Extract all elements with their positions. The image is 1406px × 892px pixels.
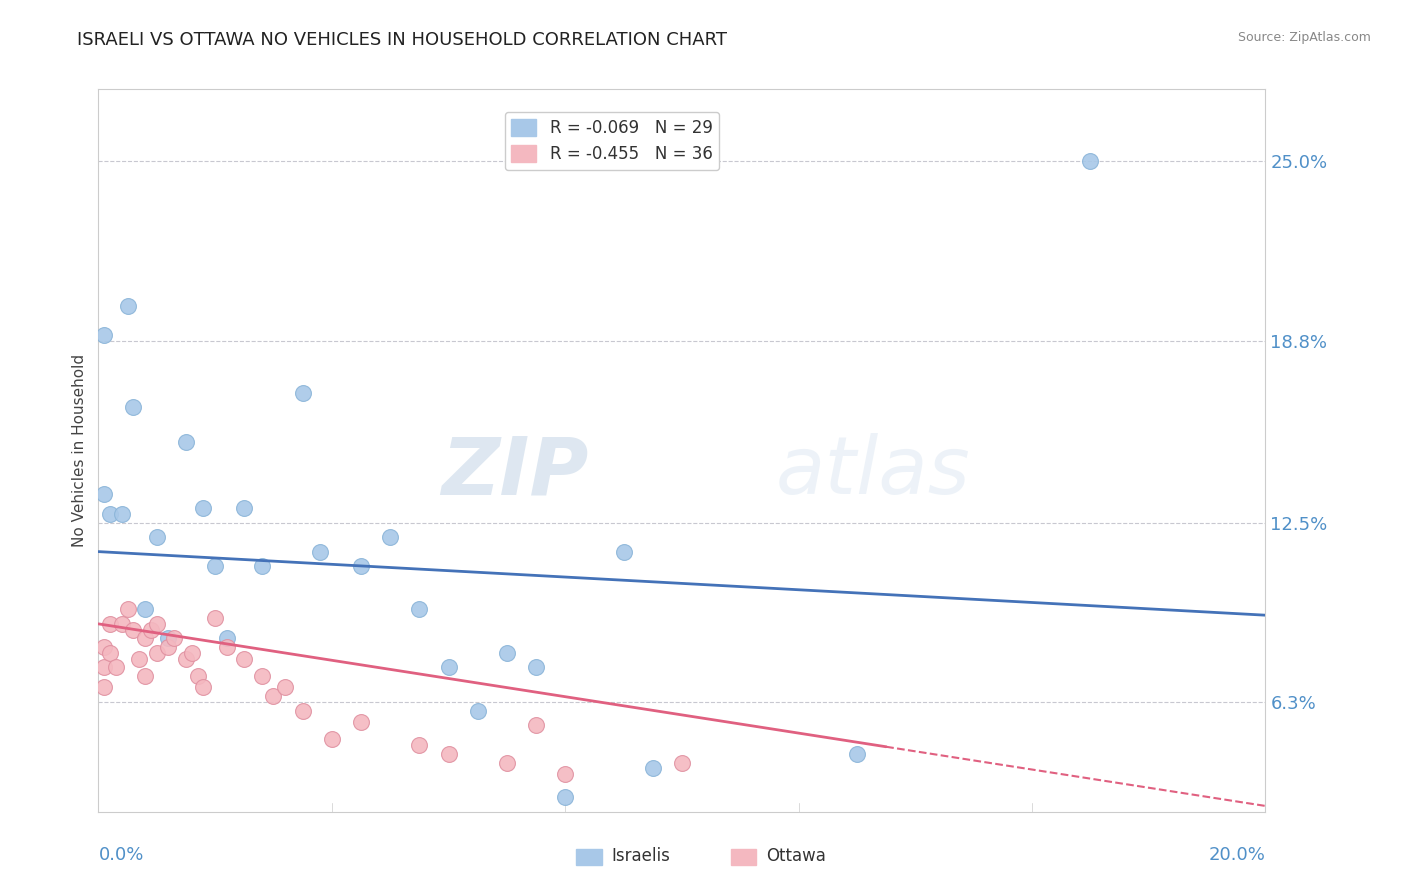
Point: [134, 632, 156, 646]
Point: [157, 640, 180, 654]
Point: [350, 715, 373, 730]
Point: [98, 616, 121, 631]
Point: [1080, 154, 1102, 169]
Text: Israelis: Israelis: [612, 847, 671, 865]
Point: [204, 611, 226, 625]
Point: [262, 689, 284, 703]
Point: [496, 646, 519, 660]
Text: atlas: atlas: [775, 434, 970, 511]
Point: [98, 646, 121, 660]
Text: ISRAELI VS OTTAWA NO VEHICLES IN HOUSEHOLD CORRELATION CHART: ISRAELI VS OTTAWA NO VEHICLES IN HOUSEHO…: [77, 31, 727, 49]
Point: [233, 501, 256, 516]
Point: [117, 299, 139, 313]
Point: [117, 602, 139, 616]
Point: [671, 756, 693, 770]
Point: [554, 767, 576, 781]
Point: [437, 747, 460, 761]
Point: [496, 756, 519, 770]
Point: [134, 602, 156, 616]
Point: [524, 660, 547, 674]
Legend: R = -0.069   N = 29, R = -0.455   N = 36: R = -0.069 N = 29, R = -0.455 N = 36: [505, 112, 718, 170]
Text: 20.0%: 20.0%: [1209, 847, 1265, 864]
Point: [524, 718, 547, 732]
Y-axis label: No Vehicles in Household: No Vehicles in Household: [72, 354, 87, 547]
Point: [93, 660, 115, 674]
Point: [554, 790, 576, 805]
Point: [104, 660, 127, 674]
Point: [146, 530, 169, 544]
Point: [187, 669, 209, 683]
Point: [139, 623, 162, 637]
Point: [122, 400, 145, 414]
Point: [128, 651, 150, 665]
Point: [250, 559, 273, 574]
Point: [215, 632, 238, 646]
Point: [321, 732, 343, 747]
Text: Source: ZipAtlas.com: Source: ZipAtlas.com: [1237, 31, 1371, 45]
Point: [93, 327, 115, 342]
Text: 0.0%: 0.0%: [98, 847, 143, 864]
Point: [291, 385, 314, 400]
Point: [204, 559, 226, 574]
Point: [111, 507, 134, 521]
Point: [93, 487, 115, 501]
Point: [174, 651, 197, 665]
Point: [174, 434, 197, 449]
Point: [146, 616, 169, 631]
Point: [93, 640, 115, 654]
Point: [233, 651, 256, 665]
Point: [193, 681, 215, 695]
Point: [193, 501, 215, 516]
Point: [309, 544, 332, 558]
Point: [274, 681, 297, 695]
Point: [163, 632, 186, 646]
Point: [180, 646, 202, 660]
Point: [846, 747, 869, 761]
Point: [641, 761, 664, 775]
Point: [250, 669, 273, 683]
Point: [408, 602, 430, 616]
Point: [215, 640, 238, 654]
Point: [467, 704, 489, 718]
Point: [612, 544, 634, 558]
Point: [350, 559, 373, 574]
Text: ZIP: ZIP: [441, 434, 589, 511]
Point: [122, 623, 145, 637]
Point: [291, 704, 314, 718]
Point: [146, 646, 169, 660]
Point: [111, 616, 134, 631]
Point: [98, 507, 121, 521]
Point: [437, 660, 460, 674]
Point: [157, 632, 180, 646]
Point: [380, 530, 402, 544]
Point: [134, 669, 156, 683]
Text: Ottawa: Ottawa: [766, 847, 827, 865]
Point: [93, 681, 115, 695]
Point: [408, 738, 430, 752]
